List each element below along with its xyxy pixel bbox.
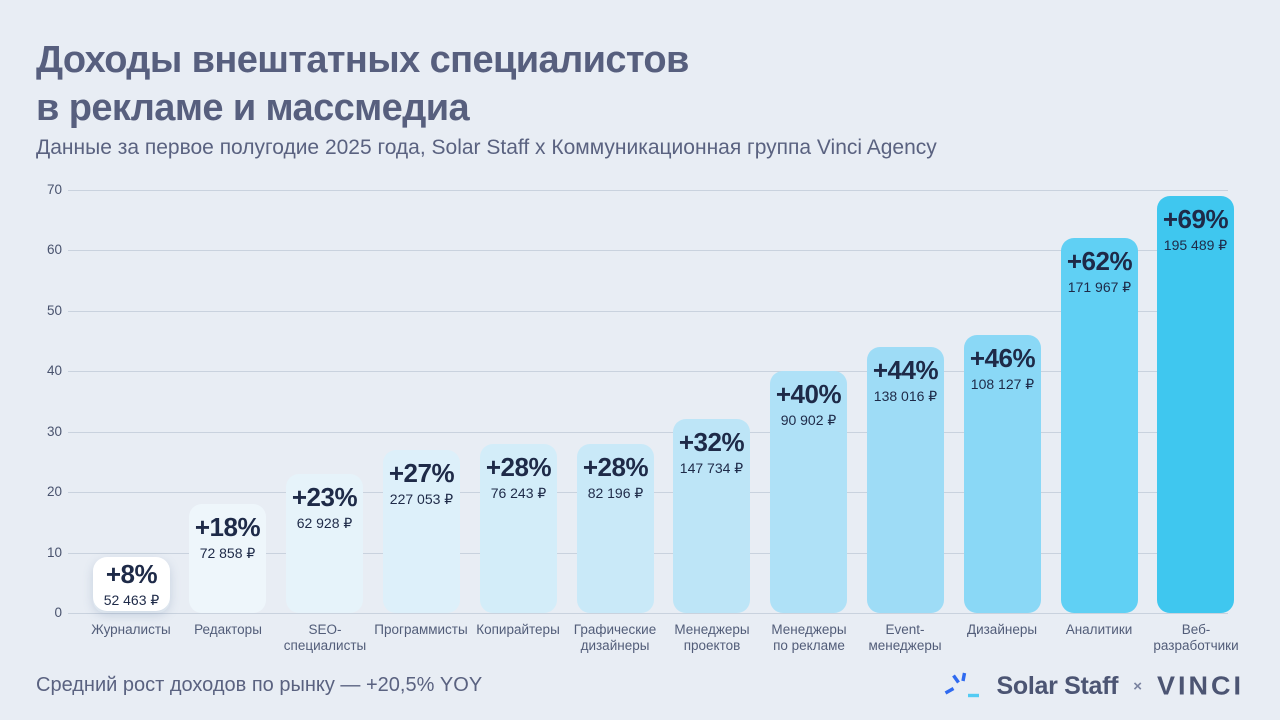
logo-separator: × (1133, 677, 1142, 695)
category-label: Графические дизайнеры (573, 622, 657, 653)
category-label: Редакторы (194, 622, 262, 637)
gridline (68, 250, 1228, 251)
category-label: Копирайтеры (476, 622, 560, 637)
growth-percent: +8% (105, 559, 158, 589)
bar (964, 335, 1041, 613)
category-label: Event- менеджеры (868, 622, 942, 653)
page-title: Доходы внештатных специалистов в рекламе … (36, 36, 689, 132)
growth-percent: +27% (388, 458, 455, 488)
category-label: Аналитики (1065, 622, 1133, 637)
bar-value-group: +44% 138 016 ₽ (855, 355, 956, 405)
bar (1157, 196, 1234, 613)
bar-value-group: +69% 195 489 ₽ (1145, 204, 1246, 254)
bar (286, 474, 363, 613)
income-value: 138 016 ₽ (873, 388, 938, 404)
gridline (68, 613, 1228, 614)
title-line-2: в рекламе и массмедиа (36, 87, 470, 129)
bar-value-group: +27% 227 053 ₽ (371, 458, 472, 508)
income-value: 52 463 ₽ (103, 592, 160, 608)
bar-value-group: +28% 76 243 ₽ (468, 452, 569, 502)
income-value: 76 243 ₽ (490, 485, 547, 501)
growth-percent: +28% (485, 452, 552, 482)
category-label: Менеджеры по рекламе (771, 622, 847, 653)
y-tick-label: 70 (46, 182, 62, 197)
logo-row: Solar Staff × VINCI (943, 666, 1244, 706)
bar (577, 444, 654, 613)
bar-value-group: +62% 171 967 ₽ (1049, 246, 1150, 296)
growth-percent: +40% (775, 379, 842, 409)
income-value: 108 127 ₽ (970, 376, 1035, 392)
growth-percent: +23% (291, 482, 358, 512)
gridline (68, 190, 1228, 191)
income-value: 195 489 ₽ (1163, 237, 1228, 253)
bar (673, 419, 750, 613)
income-value: 90 902 ₽ (780, 412, 837, 428)
solar-staff-icon (945, 672, 980, 697)
y-tick-label: 30 (46, 424, 62, 439)
bar-value-group: +28% 82 196 ₽ (565, 452, 666, 502)
solar-staff-logo: Solar Staff (996, 671, 1119, 700)
growth-percent: +18% (194, 512, 261, 542)
bar (1061, 238, 1138, 613)
growth-percent: +62% (1066, 246, 1133, 276)
bar-value-group: +23% 62 928 ₽ (274, 482, 375, 532)
y-tick-label: 0 (54, 605, 62, 620)
growth-percent: +69% (1162, 204, 1229, 234)
bar (383, 450, 460, 613)
y-tick-label: 20 (46, 484, 62, 499)
vinci-logo: VINCI (1156, 671, 1244, 700)
category-label: Веб- разработчики (1153, 622, 1239, 653)
category-label: Журналисты (91, 622, 171, 637)
subtitle: Данные за первое полугодие 2025 года, So… (36, 136, 937, 159)
growth-percent: +44% (872, 355, 939, 385)
bar (867, 347, 944, 613)
y-tick-label: 50 (46, 303, 62, 318)
income-value: 171 967 ₽ (1067, 279, 1132, 295)
category-label: Дизайнеры (966, 622, 1038, 637)
y-tick-label: 40 (46, 363, 62, 378)
category-label: SEO- специалисты (283, 622, 367, 653)
bar-value-group: +46% 108 127 ₽ (952, 343, 1053, 393)
income-value: 147 734 ₽ (679, 460, 744, 476)
bar (770, 371, 847, 613)
growth-percent: +28% (582, 452, 649, 482)
income-value: 62 928 ₽ (296, 515, 353, 531)
gridline (68, 432, 1228, 433)
title-line-1: Доходы внештатных специалистов (36, 39, 689, 81)
y-tick-label: 60 (46, 242, 62, 257)
growth-badge: +8% 52 463 ₽ (93, 557, 170, 611)
gridline (68, 311, 1228, 312)
market-growth-note: Средний рост доходов по рынку — +20,5% Y… (36, 674, 483, 696)
income-value: 72 858 ₽ (199, 545, 256, 561)
y-tick-label: 10 (46, 545, 62, 560)
growth-percent: +32% (678, 427, 745, 457)
bar-value-group: +18% 72 858 ₽ (177, 512, 278, 562)
income-value: 82 196 ₽ (587, 485, 644, 501)
growth-percent: +46% (969, 343, 1036, 373)
bar-value-group: +40% 90 902 ₽ (758, 379, 859, 429)
bar-value-group: +32% 147 734 ₽ (661, 427, 762, 477)
income-value: 227 053 ₽ (389, 491, 454, 507)
bar (480, 444, 557, 613)
category-label: Программисты (374, 622, 468, 637)
bar (189, 504, 266, 613)
category-label: Менеджеры проектов (674, 622, 750, 653)
gridline (68, 371, 1228, 372)
